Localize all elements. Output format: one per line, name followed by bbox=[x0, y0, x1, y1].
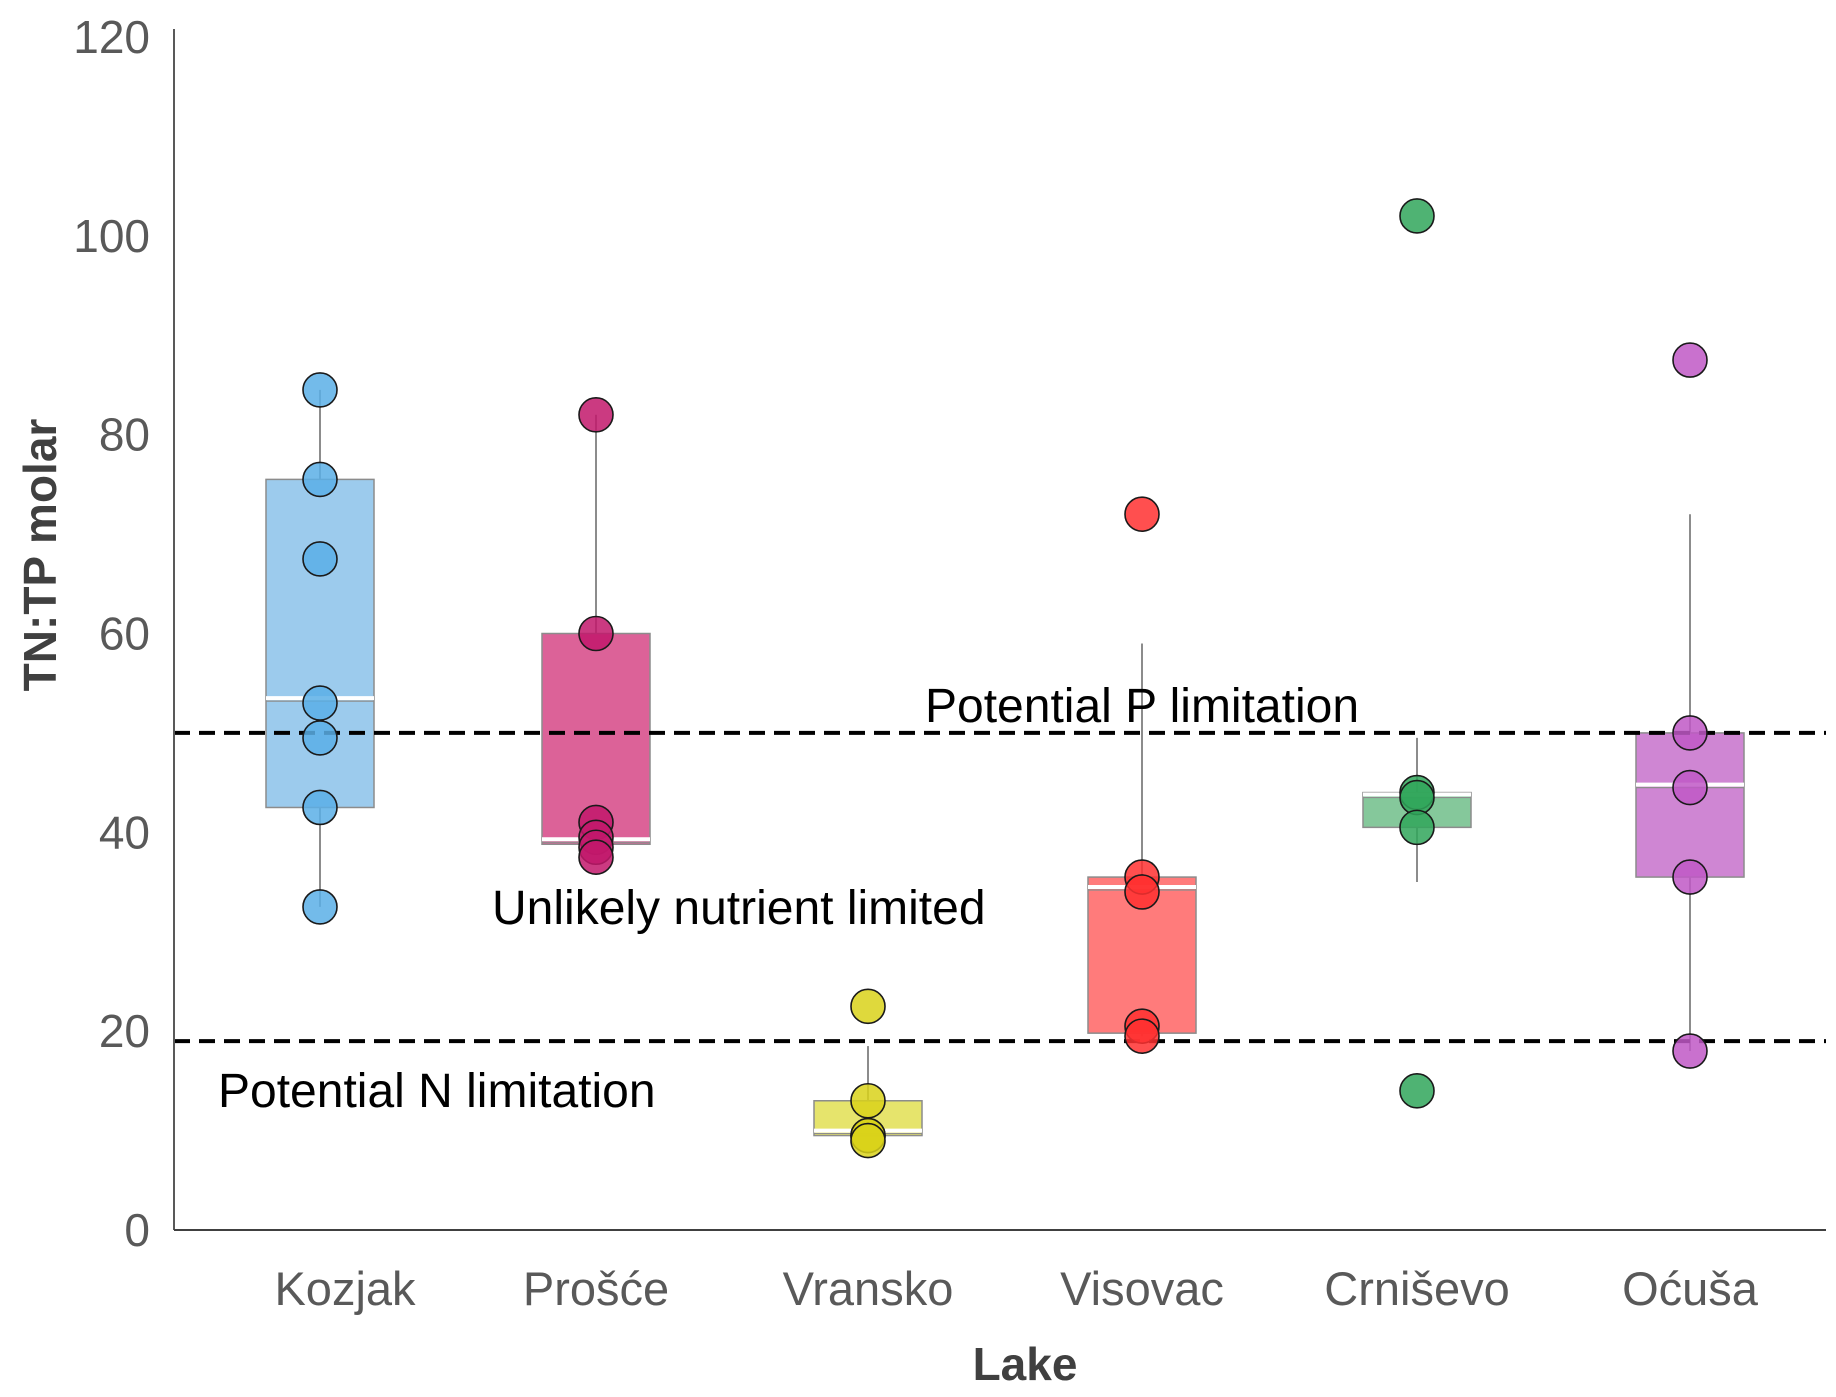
point-kozjak-5 bbox=[302, 789, 338, 826]
point-crnisevo-3 bbox=[1399, 809, 1435, 846]
point-ocusa-4 bbox=[1672, 1033, 1708, 1069]
x-tick-label: Vransko bbox=[783, 1262, 954, 1315]
point-prosce-1 bbox=[578, 615, 614, 652]
point-ocusa-3 bbox=[1672, 859, 1708, 895]
point-ocusa-1 bbox=[1672, 715, 1708, 751]
point-visovac-4 bbox=[1124, 1018, 1160, 1054]
y-tick-label: 100 bbox=[73, 210, 150, 262]
point-layer bbox=[302, 198, 1708, 1159]
point-kozjak-4 bbox=[302, 720, 338, 756]
x-axis-title: Lake bbox=[973, 1338, 1078, 1390]
y-tick-label: 80 bbox=[99, 409, 150, 461]
label-layer: 0 20 40 60 80 100 120 Kozjak Prošće Vransko Visova… bbox=[14, 11, 1759, 1390]
point-kozjak-0 bbox=[302, 372, 338, 408]
point-kozjak-6 bbox=[302, 889, 338, 925]
y-tick-label: 120 bbox=[73, 11, 150, 63]
y-axis-title: TN:TP molar bbox=[14, 419, 66, 692]
box-body-kozjak bbox=[265, 478, 375, 809]
point-visovac-0 bbox=[1124, 496, 1160, 533]
x-tick-label: Prošće bbox=[523, 1262, 669, 1315]
point-visovac-2 bbox=[1124, 874, 1160, 910]
point-ocusa-0 bbox=[1672, 342, 1708, 378]
point-vransko-0 bbox=[850, 988, 886, 1025]
y-tick-label: 20 bbox=[99, 1005, 150, 1057]
box-layer bbox=[265, 389, 1745, 1137]
point-vransko-1 bbox=[850, 1082, 886, 1119]
point-kozjak-1 bbox=[302, 461, 338, 498]
point-kozjak-3 bbox=[302, 685, 338, 721]
axes bbox=[173, 29, 1826, 1231]
point-crnisevo-4 bbox=[1399, 1073, 1435, 1109]
point-ocusa-2 bbox=[1672, 769, 1708, 806]
unlikely-limited-label: Unlikely nutrient limited bbox=[492, 882, 986, 935]
reference-lines bbox=[174, 730, 1826, 1044]
point-vransko-4 bbox=[850, 1122, 886, 1159]
point-prosce-5 bbox=[578, 839, 614, 875]
point-crnisevo-2 bbox=[1399, 779, 1435, 816]
y-tick-label: 40 bbox=[99, 806, 150, 858]
x-tick-label: Visovac bbox=[1060, 1262, 1224, 1315]
y-tick-label: 60 bbox=[99, 608, 150, 660]
n-limitation-label: Potential N limitation bbox=[218, 1065, 656, 1118]
p-limitation-label: Potential P limitation bbox=[925, 680, 1359, 733]
x-tick-label: Crniševo bbox=[1324, 1262, 1509, 1315]
y-tick-label: 0 bbox=[124, 1204, 150, 1256]
point-kozjak-2 bbox=[302, 541, 338, 577]
point-prosce-0 bbox=[578, 396, 614, 433]
x-tick-label: Oćuša bbox=[1622, 1262, 1759, 1315]
point-crnisevo-0 bbox=[1399, 198, 1435, 234]
x-tick-label: Kozjak bbox=[274, 1262, 416, 1315]
